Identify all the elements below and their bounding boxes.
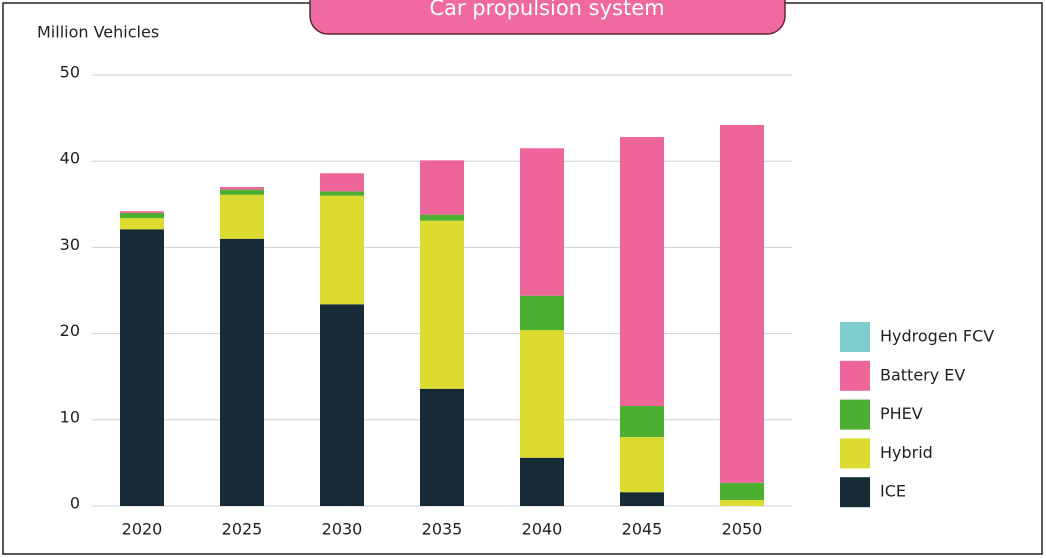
legend-label: Hybrid xyxy=(880,443,933,462)
legend-swatch xyxy=(840,477,870,508)
bar-segment xyxy=(520,330,564,458)
bar-segment xyxy=(120,211,164,213)
bar-segment xyxy=(720,482,764,500)
bar-segment xyxy=(220,238,264,506)
bar-segment xyxy=(620,137,664,407)
bar-segment xyxy=(720,499,764,506)
bar-segment xyxy=(420,160,464,215)
bar-segment xyxy=(720,124,764,483)
bar-segment xyxy=(620,437,664,493)
y-tick-label: 40 xyxy=(60,149,80,168)
bar-segment xyxy=(320,195,364,305)
x-tick-label: 2030 xyxy=(322,520,363,539)
y-axis-label: Million Vehicles xyxy=(37,23,159,42)
bar-segment xyxy=(120,229,164,506)
legend-label: Battery EV xyxy=(880,365,965,384)
x-tick-label: 2025 xyxy=(222,520,263,539)
bar-segment xyxy=(420,220,464,389)
y-tick-label: 20 xyxy=(60,321,80,340)
bar-segment xyxy=(320,304,364,506)
x-tick-label: 2050 xyxy=(722,520,763,539)
y-tick-label: 10 xyxy=(60,407,80,426)
legend-label: Hydrogen FCV xyxy=(880,327,994,346)
legend-swatch xyxy=(840,399,870,430)
bar-segment xyxy=(520,457,564,506)
bar-segment xyxy=(420,214,464,221)
x-tick-label: 2045 xyxy=(622,520,663,539)
bar-segment xyxy=(220,187,264,190)
bar-segment xyxy=(520,148,564,296)
bar-segment xyxy=(520,295,564,331)
legend-label: ICE xyxy=(880,482,906,501)
y-tick-label: 0 xyxy=(70,494,80,513)
y-tick-label: 50 xyxy=(60,63,80,82)
bar-segment xyxy=(420,388,464,506)
bar-segment xyxy=(620,492,664,506)
bar-segment xyxy=(220,189,264,195)
legend-swatch xyxy=(840,438,870,469)
y-tick-label: 30 xyxy=(60,235,80,254)
x-tick-label: 2040 xyxy=(522,520,563,539)
bar-segment xyxy=(320,191,364,196)
x-tick-label: 2020 xyxy=(122,520,163,539)
bar-segment xyxy=(620,406,664,438)
legend-label: PHEV xyxy=(880,404,923,423)
legend-swatch xyxy=(840,360,870,391)
bar-segment xyxy=(320,173,364,192)
bar-segment xyxy=(120,218,164,230)
bar-segment xyxy=(220,194,264,239)
x-tick-label: 2035 xyxy=(422,520,463,539)
legend-swatch xyxy=(840,322,870,352)
chart-title: Car propulsion system xyxy=(429,0,664,20)
title-box xyxy=(309,0,786,35)
bar-segment xyxy=(120,212,164,219)
